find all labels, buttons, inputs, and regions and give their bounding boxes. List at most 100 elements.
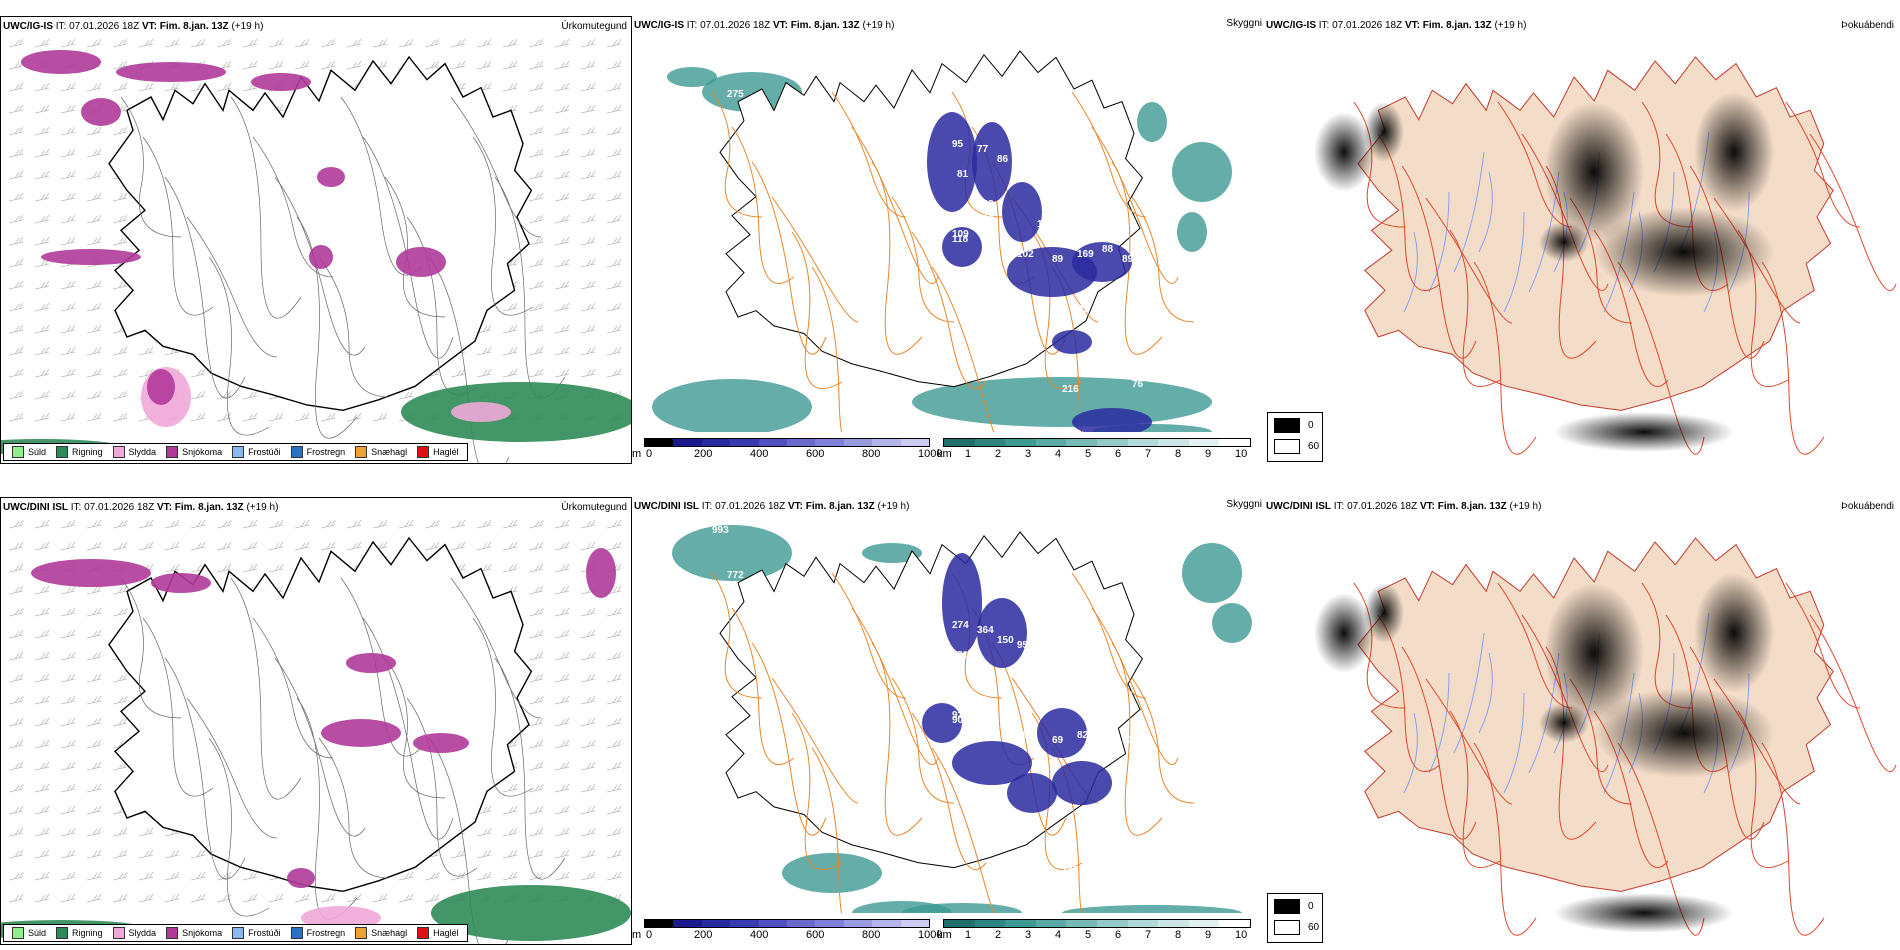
vt-value: Fim. 8.jan. 13Z bbox=[790, 20, 860, 31]
legend-swatch bbox=[290, 927, 303, 939]
legend-label: Frostúði bbox=[248, 928, 281, 938]
cloud-base-value: 166 bbox=[1017, 159, 1034, 170]
colorbar-segment bbox=[730, 439, 759, 446]
cloud-base-value: 30 bbox=[1122, 735, 1134, 746]
visibility-area bbox=[1212, 603, 1252, 643]
precip-area bbox=[21, 50, 101, 74]
precip-area bbox=[346, 653, 396, 673]
colorbar-tick: 3 bbox=[1025, 448, 1032, 460]
cloud-base-value: 86 bbox=[997, 154, 1009, 165]
legend-swatch bbox=[232, 927, 245, 939]
fog-area bbox=[1594, 207, 1774, 297]
colorbar-segment bbox=[944, 920, 975, 927]
visibility-label: Skyggni bbox=[1226, 18, 1262, 29]
model-name: UWC/IG-IS bbox=[634, 20, 684, 31]
vt-label: VT: bbox=[1404, 20, 1420, 31]
it-label: IT: bbox=[686, 20, 698, 31]
precip-area bbox=[396, 247, 446, 277]
vt-value: Fim. 8.jan. 13Z bbox=[174, 502, 244, 513]
colorbar-segment bbox=[1219, 439, 1250, 446]
legend-swatch bbox=[56, 927, 69, 939]
fog-legend-label: 60 bbox=[1308, 922, 1320, 933]
visibility-area bbox=[1182, 543, 1242, 603]
cloud-base-value: 956 bbox=[1017, 640, 1034, 651]
fog-area bbox=[1694, 92, 1774, 212]
iceland-outline bbox=[109, 538, 531, 891]
visibility-area bbox=[702, 72, 802, 112]
fog-legend-item: 0 bbox=[1274, 418, 1314, 433]
colorbar-segment bbox=[1188, 439, 1220, 446]
fog-indicator-panel: UWC/DINI ISL IT: 07.01.2026 18Z VT: Fim.… bbox=[1264, 493, 1900, 945]
legend-item: Súld bbox=[12, 446, 46, 458]
iceland-outline bbox=[720, 51, 1142, 387]
colorbar-segment bbox=[645, 439, 674, 446]
cloud-base-value: 305 bbox=[1037, 700, 1054, 711]
precip-type-label: Úrkomutegund bbox=[561, 21, 627, 32]
model-name: UWC/DINI ISL bbox=[634, 501, 699, 512]
visibility-area bbox=[782, 853, 882, 893]
colorbar-unit: km bbox=[937, 448, 952, 460]
precip-type-panel: UWC/IG-IS IT: 07.01.2026 18Z VT: Fim. 8.… bbox=[0, 16, 632, 464]
precip-area bbox=[41, 249, 141, 265]
legend-item: Snæhagl bbox=[355, 927, 407, 939]
colorbar-segment bbox=[1066, 439, 1097, 446]
visibility-area bbox=[862, 543, 922, 563]
precip-area bbox=[401, 382, 631, 442]
precip-map bbox=[1, 519, 631, 944]
cloud-base-value: 71 bbox=[977, 695, 989, 706]
fog-legend-swatch bbox=[1274, 899, 1300, 914]
cloud-base-value: 109 bbox=[952, 229, 969, 240]
panel-title: UWC/DINI ISL IT: 07.01.2026 18Z VT: Fim.… bbox=[634, 501, 909, 512]
colorbar-segment bbox=[843, 920, 873, 927]
model-name: UWC/IG-IS bbox=[1266, 20, 1316, 31]
panel-title: UWC/DINI ISL IT: 07.01.2026 18Z VT: Fim.… bbox=[1266, 501, 1541, 512]
colorbar-tick: 7 bbox=[1145, 929, 1152, 941]
it-label: IT: bbox=[1333, 501, 1345, 512]
fog-area bbox=[1544, 583, 1644, 723]
cloud-base-value: 82 bbox=[1077, 730, 1089, 741]
legend-item: Slydda bbox=[112, 927, 156, 939]
precip-area bbox=[116, 62, 226, 82]
legend-swatch bbox=[166, 446, 179, 458]
fog-area bbox=[1544, 102, 1644, 242]
legend-swatch bbox=[232, 446, 245, 458]
fog-area bbox=[1554, 412, 1734, 452]
colorbar-tick: 600 bbox=[806, 929, 825, 941]
fog-legend-swatch bbox=[1274, 439, 1300, 454]
vt-value: Fim. 8.jan. 13Z bbox=[1437, 501, 1507, 512]
cloud-base-value: 118 bbox=[952, 234, 969, 245]
colorbar-segment bbox=[1005, 920, 1036, 927]
legend-item: Frostúði bbox=[232, 446, 281, 458]
colorbar-tick: 200 bbox=[694, 929, 713, 941]
panel-title: UWC/DINI ISL IT: 07.01.2026 18Z VT: Fim.… bbox=[3, 502, 278, 513]
colorbar-segment bbox=[872, 920, 901, 927]
colorbar-tick: 8 bbox=[1175, 929, 1182, 941]
fog-area bbox=[1694, 573, 1774, 693]
colorbar-segment bbox=[1127, 439, 1159, 446]
legend-label: Haglél bbox=[433, 447, 459, 457]
legend-label: Snæhagl bbox=[371, 447, 408, 457]
visibility-area bbox=[902, 903, 1022, 913]
precip-area bbox=[321, 719, 401, 747]
legend-label: Rigning bbox=[72, 447, 103, 457]
vt-label: VT: bbox=[787, 501, 803, 512]
iceland-outline bbox=[720, 532, 1142, 868]
legend-swatch bbox=[12, 446, 24, 458]
legend-item: Snjókoma bbox=[166, 927, 222, 939]
panel-title: UWC/IG-IS IT: 07.01.2026 18Z VT: Fim. 8.… bbox=[634, 20, 894, 31]
cloud-base-value: 993 bbox=[712, 525, 729, 536]
legend-item: Snæhagl bbox=[355, 446, 407, 458]
colorbar-segment bbox=[1158, 439, 1189, 446]
colorbar-segment bbox=[673, 920, 702, 927]
colorbar-segment bbox=[645, 920, 674, 927]
fog-indicator-panel: UWC/IG-IS IT: 07.01.2026 18Z VT: Fim. 8.… bbox=[1264, 12, 1900, 464]
colorbar-tick: 400 bbox=[750, 448, 769, 460]
cloud-base-value: 92 bbox=[952, 710, 964, 721]
colorbar-tick: 9 bbox=[1205, 929, 1212, 941]
precip-area bbox=[431, 885, 631, 941]
cloud-base-value: 107 bbox=[1072, 304, 1089, 315]
fog-area bbox=[1554, 893, 1734, 933]
cloud-base-area bbox=[1072, 408, 1152, 432]
fog-area bbox=[1314, 112, 1374, 192]
